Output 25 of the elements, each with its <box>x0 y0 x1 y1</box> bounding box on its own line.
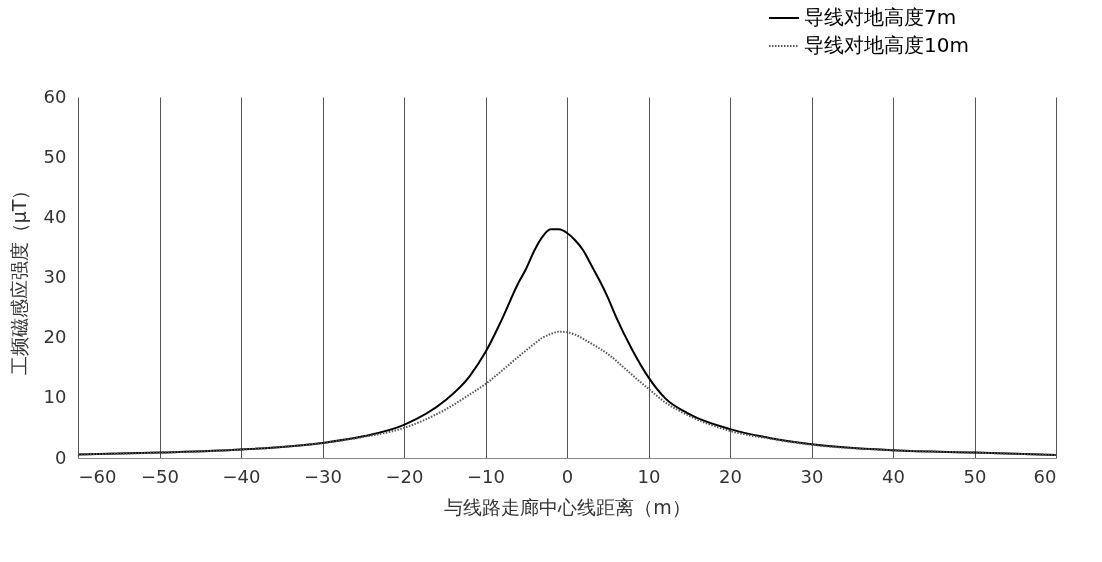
x-tick-label: −10 <box>467 465 505 487</box>
legend-label: 导线对地高度10m <box>804 33 969 57</box>
y-tick-label: 0 <box>55 446 67 468</box>
x-tick-label: −20 <box>385 465 424 487</box>
y-tick-label: 30 <box>43 266 67 287</box>
y-tick-label: 20 <box>43 326 67 348</box>
x-tick-label: 10 <box>637 465 661 487</box>
x-tick-label: 30 <box>800 465 824 487</box>
x-tick-label: 20 <box>719 465 742 487</box>
y-tick-label: 10 <box>43 386 67 408</box>
y-tick-label: 50 <box>43 145 67 167</box>
x-tick-label: −40 <box>222 465 261 487</box>
y-tick-label: 40 <box>43 205 67 227</box>
x-tick-label: 50 <box>963 465 987 487</box>
x-tick-label: 0 <box>561 465 574 487</box>
y-tick-label: 60 <box>43 85 67 107</box>
x-tick-label: −50 <box>141 465 179 487</box>
legend-label: 导线对地高度7m <box>804 5 957 29</box>
line-series <box>77 228 1057 456</box>
x-tick-label: 60 <box>1033 465 1057 487</box>
y-axis-title: 工频磁感应强度（μT） <box>7 180 30 376</box>
x-tick-label: −60 <box>78 465 117 487</box>
x-tick-label: −30 <box>304 465 342 487</box>
x-tick-label: 40 <box>882 465 905 487</box>
x-axis-title: 与线路走廊中心线距离（m） <box>444 495 691 518</box>
